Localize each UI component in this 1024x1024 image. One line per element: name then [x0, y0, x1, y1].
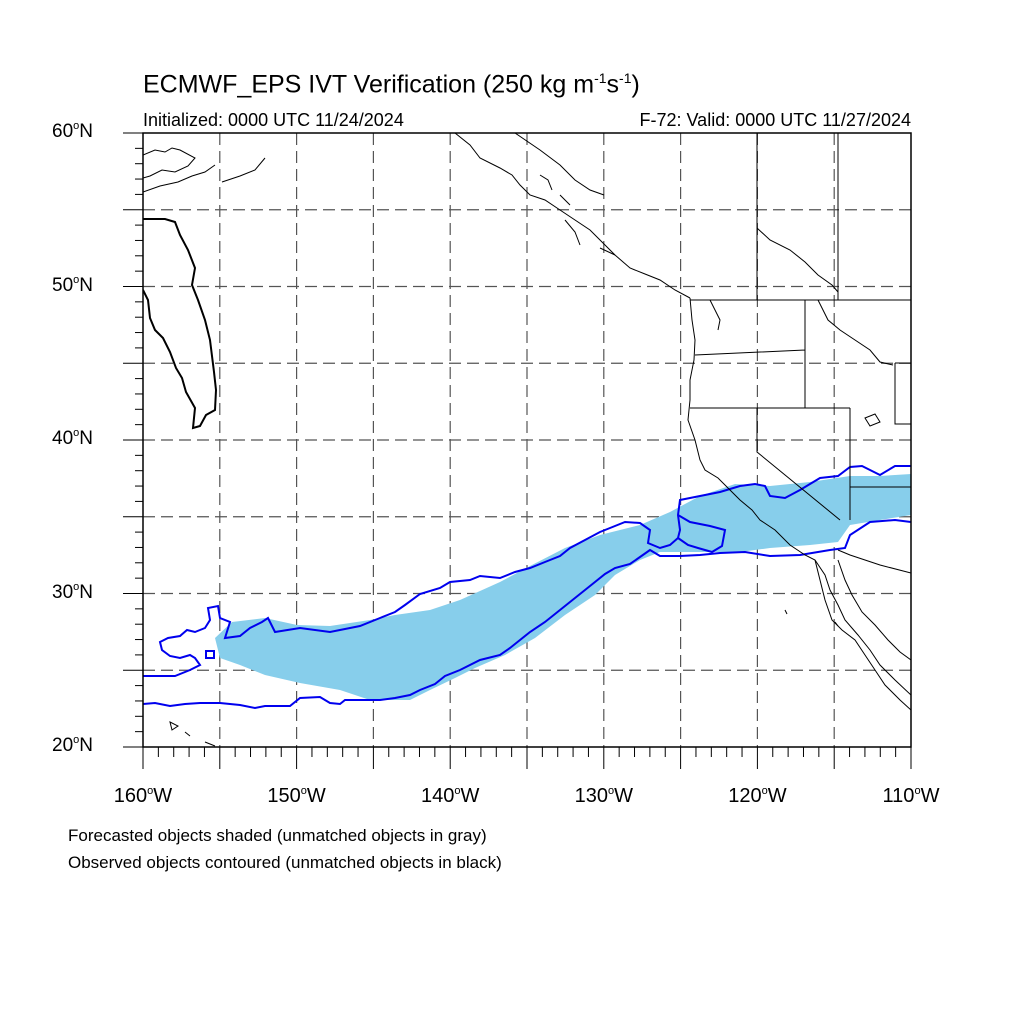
observed-object-islet-contour: [205, 650, 215, 659]
observed-object-unmatched: [143, 218, 218, 430]
axis-ticks: [123, 132, 912, 769]
legend-observed-note: Observed objects contoured (unmatched ob…: [68, 853, 502, 872]
observed-object-inner-contour: [677, 514, 727, 554]
lat-label: 50oN: [52, 273, 93, 296]
forecast-object-matched: [215, 474, 911, 700]
observed-object-contours: [143, 464, 911, 710]
lat-label: 20oN: [52, 734, 93, 756]
us-mexico-border: [837, 549, 911, 574]
lon-label: 130oW: [574, 785, 633, 807]
observed-object-lower-contour: [143, 518, 911, 710]
baja-coastline: [814, 559, 911, 711]
lat-label: 30oN: [52, 580, 93, 603]
lon-label: 110oW: [882, 785, 940, 807]
lat-label: 60oN: [52, 120, 93, 142]
coastlines-and-borders: [143, 133, 911, 747]
legend-forecast-note: Forecasted objects shaded (unmatched obj…: [68, 826, 487, 845]
lat-label: 40oN: [52, 427, 93, 449]
lon-label: 160oW: [113, 785, 173, 807]
lon-label: 140oW: [420, 785, 480, 807]
lake-outline: [864, 413, 881, 427]
chart-title: ECMWF_EPS IVT Verification (250 kg m-1s-…: [143, 70, 640, 99]
valid-time-label: F-72: Valid: 0000 UTC 11/27/2024: [639, 110, 912, 130]
alaska-coastline: [143, 147, 266, 193]
hawaii-islands: [169, 721, 216, 747]
bc-coastline: [454, 133, 691, 299]
lon-label: 150oW: [267, 785, 326, 807]
se-alaska-islands: [539, 174, 721, 331]
init-time-label: Initialized: 0000 UTC 11/24/2024: [143, 110, 404, 130]
state-borders: [690, 133, 911, 521]
channel-island: [784, 609, 839, 627]
inland-border-ak-bc: [514, 133, 605, 196]
observed-object-upper-contour: [143, 464, 911, 677]
west-coast-us: [687, 297, 911, 696]
lon-label: 120oW: [728, 785, 787, 807]
inland-coast-texts: [756, 227, 894, 366]
gulf-of-california: [837, 559, 911, 661]
